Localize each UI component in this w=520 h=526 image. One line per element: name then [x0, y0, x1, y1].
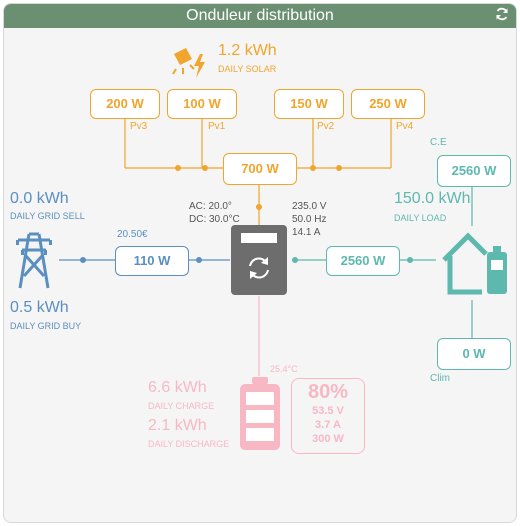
- pv4-label: Pv4: [396, 121, 414, 132]
- grid-tower-icon: [14, 232, 54, 290]
- pv2-power: 150 W: [290, 96, 328, 111]
- grid-power: 110 W: [133, 253, 171, 268]
- battery-stats-box[interactable]: 80% 53.5 V 3.7 A 300 W: [291, 378, 365, 454]
- load-power: 2560 W: [340, 253, 386, 268]
- ce-power: 2560 W: [451, 163, 497, 178]
- inverter-current: 14.1 A: [292, 227, 321, 238]
- inverter-ac-temp: AC: 20.0°: [189, 201, 232, 212]
- daily-grid-buy-label: DAILY GRID BUY: [10, 321, 82, 331]
- inverter-voltage: 235.0 V: [292, 201, 327, 212]
- pv3-power-box[interactable]: 200 W: [90, 89, 160, 119]
- solar-total-power-box[interactable]: 700 W: [223, 153, 297, 185]
- daily-load-energy: 150.0 kWh: [394, 190, 471, 207]
- daily-load-label: DAILY LOAD: [394, 213, 447, 223]
- daily-charge-energy: 6.6 kWh: [148, 379, 207, 396]
- battery-voltage: 53.5 V: [312, 405, 344, 417]
- ce-power-box[interactable]: 2560 W: [437, 155, 511, 187]
- pv3-power: 200 W: [106, 96, 144, 111]
- load-power-box[interactable]: 2560 W: [326, 246, 400, 276]
- ce-label: C.E: [430, 137, 447, 148]
- pv1-power: 100 W: [183, 96, 221, 111]
- pv3-label: Pv3: [130, 121, 148, 132]
- daily-grid-sell-energy: 0.0 kWh: [10, 190, 69, 207]
- battery-power: 300 W: [312, 433, 344, 445]
- grid-power-box[interactable]: 110 W: [115, 246, 189, 276]
- pv1-label: Pv1: [208, 121, 226, 132]
- inverter-frequency: 50.0 Hz: [292, 214, 327, 225]
- clim-power-box[interactable]: 0 W: [437, 338, 511, 370]
- pv1-power-box[interactable]: 100 W: [167, 89, 237, 119]
- daily-charge-label: DAILY CHARGE: [148, 401, 215, 411]
- daily-discharge-label: DAILY DISCHARGE: [148, 439, 230, 449]
- clim-label: Clim: [430, 373, 450, 384]
- house-icon: [438, 226, 508, 298]
- power-flow-card: Onduleur distribution: [3, 3, 517, 523]
- card-header: Onduleur distribution: [4, 4, 516, 28]
- battery-current: 3.7 A: [315, 419, 341, 431]
- daily-solar-label: DAILY SOLAR: [218, 64, 277, 74]
- battery-soc: 80%: [307, 381, 349, 403]
- pv4-power: 250 W: [369, 96, 407, 111]
- refresh-icon[interactable]: [494, 7, 510, 23]
- pv2-label: Pv2: [317, 121, 335, 132]
- daily-solar-energy: 1.2 kWh: [218, 42, 277, 59]
- grid-price: 20.50€: [117, 229, 148, 240]
- pv4-power-box[interactable]: 250 W: [351, 89, 425, 119]
- card-title: Onduleur distribution: [186, 7, 334, 24]
- pv2-power-box[interactable]: 150 W: [274, 89, 344, 119]
- battery-icon[interactable]: [237, 376, 283, 452]
- clim-power: 0 W: [462, 346, 486, 361]
- battery-temperature: 25.4°C: [270, 364, 298, 374]
- daily-discharge-energy: 2.1 kWh: [148, 417, 207, 434]
- solar-total-power: 700 W: [241, 161, 279, 176]
- daily-grid-sell-label: DAILY GRID SELL: [10, 211, 85, 221]
- inverter-icon[interactable]: [230, 224, 288, 296]
- inverter-dc-temp: DC: 30.0°C: [189, 214, 240, 225]
- solar-panel-icon: [170, 44, 210, 80]
- daily-grid-buy-energy: 0.5 kWh: [10, 299, 69, 316]
